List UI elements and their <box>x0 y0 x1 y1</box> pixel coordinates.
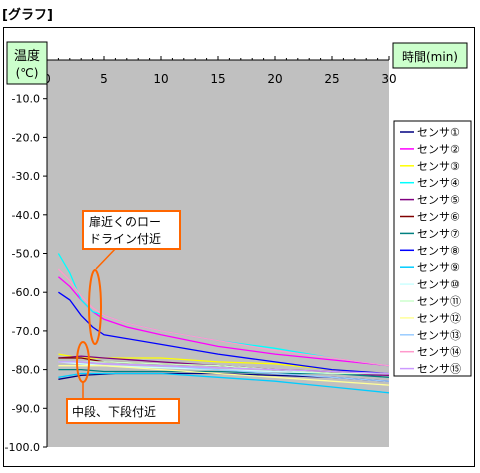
series-line-2 <box>57 276 390 367</box>
page-heading: [グラフ] <box>2 8 53 23</box>
y-ticks: -10.0 -20.0 -30.0 -40.0 -50.0 -60.0 -70.0 -80.0… <box>5 93 47 454</box>
legend-label: センサ① <box>417 126 460 139</box>
legend-label: センサ⑭ <box>417 346 461 359</box>
x-ticks: 051015202530 <box>43 56 397 86</box>
callout-door: 扉近くのロー ドライン付近 <box>82 210 181 345</box>
callout-middle-text: 中段、下段付近 <box>72 404 156 419</box>
x-tick-label: 15 <box>210 72 225 86</box>
x-tick-label: 20 <box>267 72 282 86</box>
x-axis-label-box: 時間(min) <box>392 42 468 69</box>
series-lines <box>57 253 390 394</box>
y-tick-label: -80.0 <box>12 364 40 377</box>
callout-door-ellipse <box>88 269 102 345</box>
legend-label: センサ⑤ <box>417 194 460 207</box>
y-tick-label: -50.0 <box>12 248 40 261</box>
legend-box <box>393 120 472 377</box>
callout-middle: 中段、下段付近 <box>66 341 180 424</box>
series-line-15 <box>58 361 390 375</box>
legend-label: センサ⑥ <box>417 211 460 224</box>
legend-label: センサ③ <box>417 160 460 173</box>
legend-label: センサ⑪ <box>417 295 461 308</box>
y-axis-label-box: 温度 (℃) <box>6 41 48 85</box>
y-tick-label: -20.0 <box>12 131 40 144</box>
y-axis-label-line1: 温度 <box>14 48 40 64</box>
legend-label: センサ⑮ <box>417 363 461 376</box>
series-line-9 <box>58 372 390 394</box>
legend-label: センサ⑫ <box>417 312 461 325</box>
callout-door-text-1: 扉近くのロー <box>89 215 161 229</box>
series-line-8 <box>58 291 390 375</box>
y-tick-label: -100.0 <box>5 441 40 454</box>
callout-middle-box <box>66 398 180 424</box>
legend-label: センサ⑦ <box>417 227 460 240</box>
series-line-14 <box>57 268 390 367</box>
x-tick-label: 25 <box>324 72 339 86</box>
legend-label: センサ④ <box>417 177 460 190</box>
callout-door-text-2: ドライン付近 <box>89 232 161 246</box>
legend-label: センサ⑩ <box>417 278 460 291</box>
legend-label: センサ② <box>417 143 460 156</box>
y-axis-label-line2: (℃) <box>16 66 39 80</box>
y-tick-label: -40.0 <box>12 209 40 222</box>
plot-area <box>47 60 389 447</box>
legend-label: センサ⑨ <box>417 261 460 274</box>
y-tick-label: -70.0 <box>12 325 40 338</box>
x-tick-label: 10 <box>153 72 168 86</box>
y-tick-label: -30.0 <box>12 170 40 183</box>
callout-door-box <box>82 210 181 250</box>
x-axis-label: 時間(min) <box>402 50 458 64</box>
legend-label: センサ⑬ <box>417 329 461 342</box>
legend: センサ① センサ② センサ③ センサ④ センサ⑤ センサ⑥ センサ⑦ センサ⑧ センサ⑨ センサ⑩… <box>393 120 472 377</box>
x-tick-label: 5 <box>100 72 108 86</box>
x-tick-label: 30 <box>381 72 396 86</box>
legend-label: センサ⑧ <box>417 244 460 257</box>
y-tick-label: -90.0 <box>12 402 40 415</box>
y-tick-label: -10.0 <box>12 93 40 106</box>
y-tick-label: -60.0 <box>12 286 40 299</box>
series-line-12 <box>58 365 390 386</box>
